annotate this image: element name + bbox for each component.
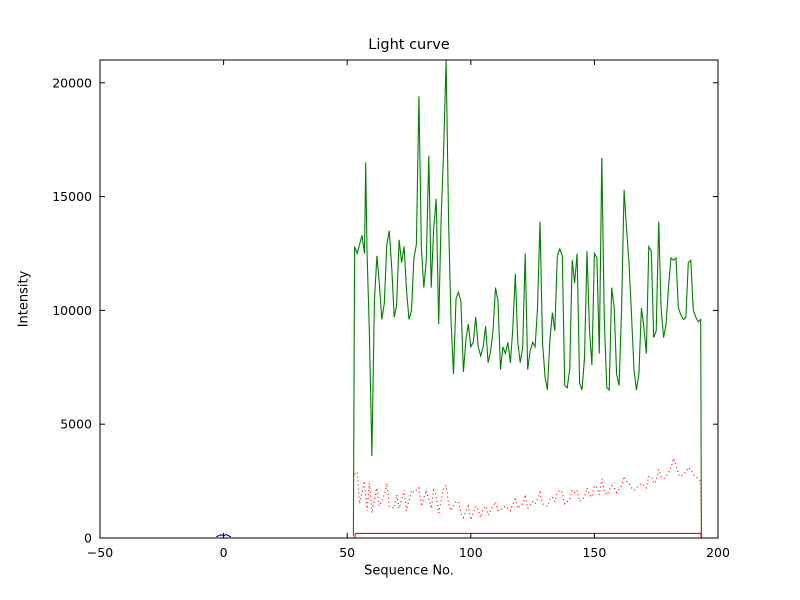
y-tick-label: 10000 <box>52 303 92 318</box>
chart-title: Light curve <box>368 37 450 53</box>
x-tick-label: 150 <box>582 545 606 560</box>
x-tick-label: 200 <box>706 545 730 560</box>
series-background-red-dotted <box>354 456 702 538</box>
y-tick-label: 5000 <box>60 417 92 432</box>
series-intensity-green-solid <box>352 60 702 538</box>
x-axis-label: Sequence No. <box>364 563 454 579</box>
x-tick-label: 100 <box>459 545 483 560</box>
x-tick-label: −50 <box>87 545 113 560</box>
axes-frame <box>99 59 719 539</box>
y-axis-label: Intensity <box>16 270 32 328</box>
y-tick-label: 0 <box>84 531 92 546</box>
series-baseline-red-solid <box>354 532 702 538</box>
x-tick-label: 0 <box>220 545 228 560</box>
y-tick-label: 15000 <box>52 189 92 204</box>
x-tick-label: 50 <box>339 545 355 560</box>
y-tick-label: 20000 <box>52 75 92 90</box>
